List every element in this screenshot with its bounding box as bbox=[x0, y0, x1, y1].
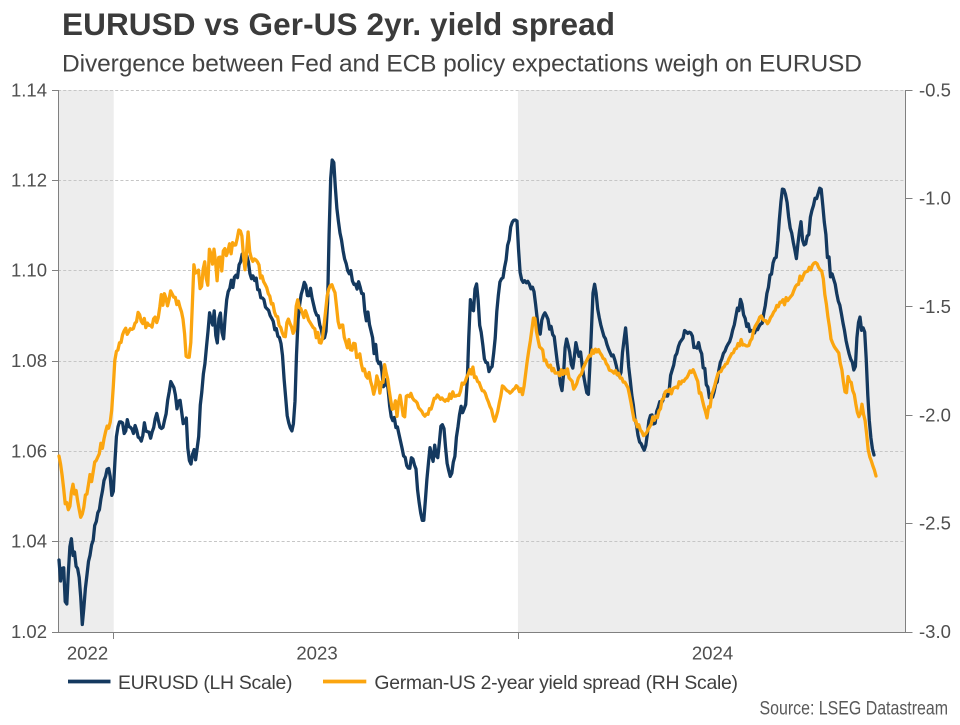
svg-text:EURUSD vs Ger-US 2yr. yield sp: EURUSD vs Ger-US 2yr. yield spread bbox=[62, 6, 615, 42]
svg-text:1.02: 1.02 bbox=[11, 621, 47, 642]
svg-text:Source: LSEG Datastream: Source: LSEG Datastream bbox=[760, 699, 949, 720]
svg-text:2022: 2022 bbox=[67, 643, 108, 664]
svg-text:-3.0: -3.0 bbox=[919, 621, 951, 642]
svg-text:1.14: 1.14 bbox=[11, 80, 47, 101]
svg-text:1.04: 1.04 bbox=[11, 531, 47, 552]
svg-text:-0.5: -0.5 bbox=[919, 80, 951, 101]
svg-text:-2.0: -2.0 bbox=[919, 405, 951, 426]
svg-text:1.08: 1.08 bbox=[11, 350, 47, 371]
svg-text:2024: 2024 bbox=[692, 643, 733, 664]
svg-text:-1.0: -1.0 bbox=[919, 188, 951, 209]
svg-text:EURUSD (LH Scale): EURUSD (LH Scale) bbox=[118, 672, 293, 694]
svg-text:-2.5: -2.5 bbox=[919, 513, 951, 534]
svg-text:German-US 2-year yield spread: German-US 2-year yield spread (RH Scale) bbox=[374, 672, 738, 694]
svg-text:Divergence between Fed and ECB: Divergence between Fed and ECB policy ex… bbox=[62, 51, 862, 78]
svg-text:2023: 2023 bbox=[296, 643, 337, 664]
svg-text:1.10: 1.10 bbox=[11, 260, 47, 281]
svg-text:-1.5: -1.5 bbox=[919, 296, 951, 317]
svg-text:1.12: 1.12 bbox=[11, 170, 47, 191]
svg-text:1.06: 1.06 bbox=[11, 441, 47, 462]
